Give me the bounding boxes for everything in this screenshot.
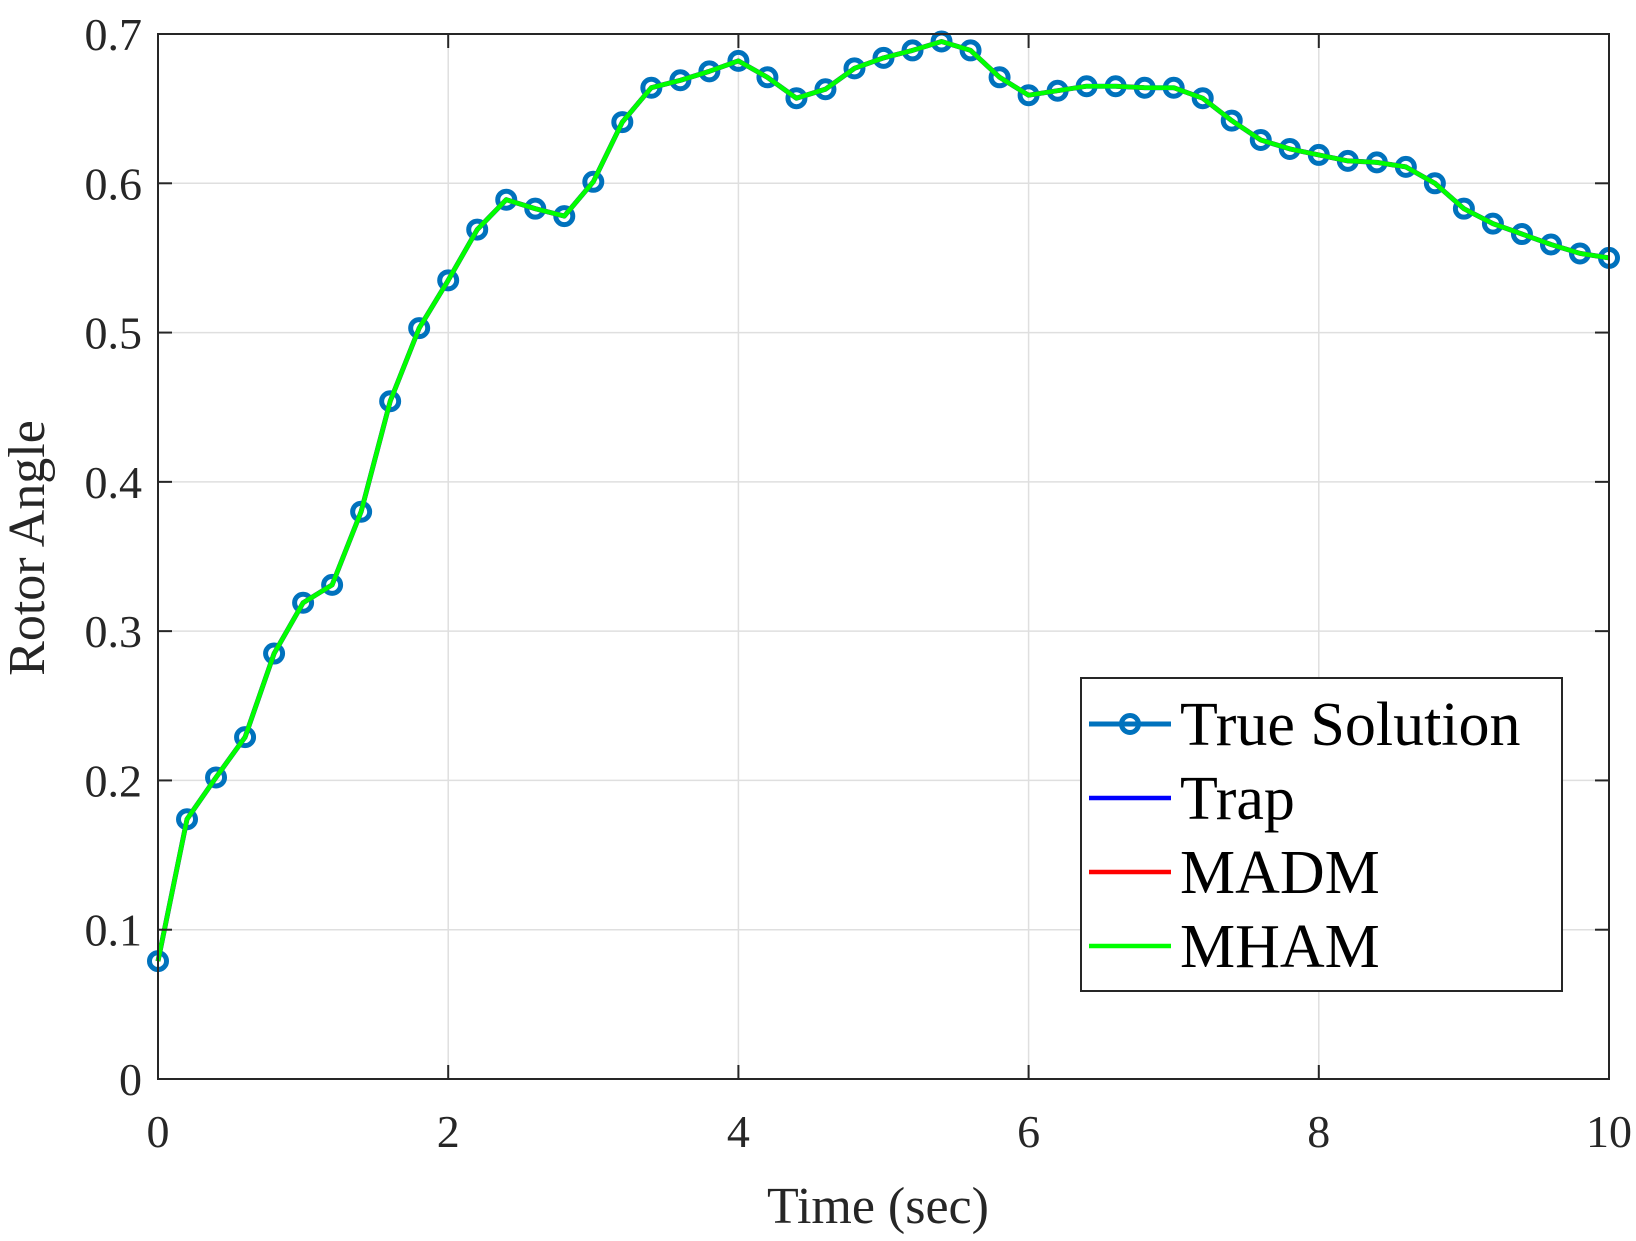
data-point (437, 269, 460, 292)
legend-item: MHAM (1089, 913, 1380, 981)
data-point (1423, 172, 1446, 195)
x-tick-label: 6 (1017, 1106, 1040, 1157)
data-point (611, 111, 634, 134)
data-point (959, 39, 982, 62)
legend-marker (1119, 713, 1141, 735)
data-point (1539, 233, 1562, 256)
data-point (698, 60, 721, 83)
data-point (843, 57, 866, 80)
data-point (756, 66, 779, 89)
legend-item: Trap (1089, 765, 1295, 833)
y-axis-label: Rotor Angle (0, 420, 56, 676)
data-point (1249, 128, 1272, 151)
y-tick-label: 0.1 (85, 905, 143, 956)
legend-label: Trap (1180, 765, 1295, 833)
y-tick-label: 0.7 (85, 9, 143, 60)
legend-box (1080, 677, 1563, 992)
x-axis-label: Time (sec) (767, 1178, 989, 1235)
y-tick-label: 0.6 (85, 158, 143, 209)
data-point (582, 170, 605, 193)
legend-item: MADM (1089, 839, 1380, 907)
series-layer (147, 30, 1620, 973)
x-tick-label: 4 (727, 1106, 750, 1157)
y-tick-label: 0.5 (85, 308, 143, 359)
x-tick-label: 2 (437, 1106, 460, 1157)
y-tick-label: 0.2 (85, 755, 143, 806)
data-point (408, 317, 431, 340)
data-point (466, 218, 489, 241)
y-tick-labels: 0 0.1 0.2 0.3 0.4 0.5 0.6 0.7 (85, 9, 143, 1105)
axes-frame (157, 33, 1610, 1080)
axis-ticks (157, 33, 1610, 1080)
data-point (988, 66, 1011, 89)
series-line (155, 39, 1610, 962)
x-tick-label: 10 (1586, 1106, 1632, 1157)
y-tick-label: 0 (119, 1054, 142, 1105)
y-tick-label: 0.4 (85, 457, 143, 508)
data-point (321, 573, 344, 596)
data-point (785, 87, 808, 110)
data-point (1452, 197, 1475, 220)
data-point (727, 49, 750, 72)
data-point (1191, 87, 1214, 110)
series-mham (155, 39, 1610, 962)
data-point (292, 591, 315, 614)
data-point (1481, 212, 1504, 235)
data-point (814, 78, 837, 101)
data-point (495, 188, 518, 211)
legend-label: MADM (1180, 839, 1380, 907)
x-tick-label: 8 (1307, 1106, 1330, 1157)
legend-label: MHAM (1180, 913, 1380, 981)
data-point (1220, 109, 1243, 132)
data-point (205, 766, 228, 789)
legend-item: True Solution (1089, 691, 1521, 759)
data-point (234, 726, 257, 749)
legend-label: True Solution (1180, 691, 1521, 759)
data-point (1510, 223, 1533, 246)
y-tick-label: 0.3 (85, 606, 143, 657)
data-point (263, 642, 286, 665)
x-tick-labels: 0 2 4 6 8 10 (147, 1106, 1633, 1157)
data-point (930, 30, 953, 53)
x-tick-label: 0 (147, 1106, 170, 1157)
